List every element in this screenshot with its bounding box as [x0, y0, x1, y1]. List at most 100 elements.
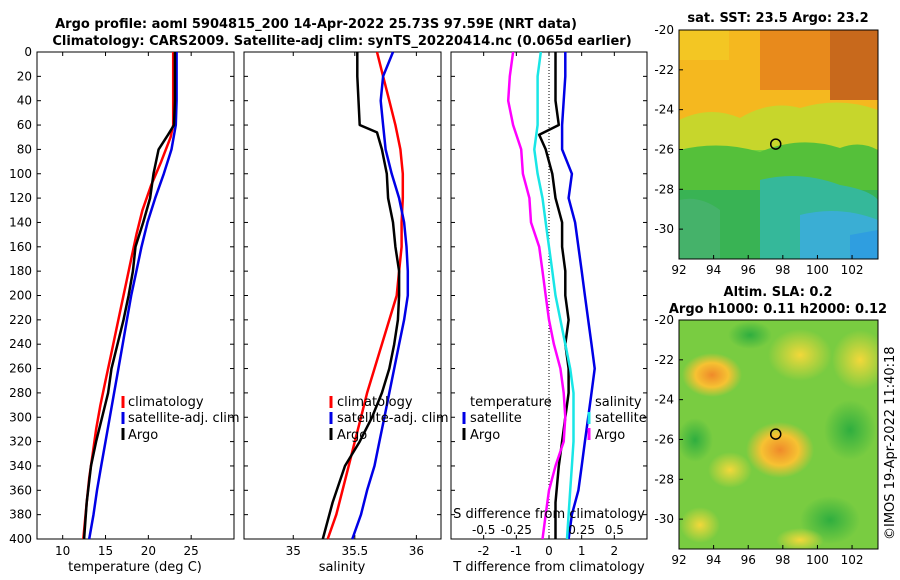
- temperature-satellite-adj-clim-line: [87, 52, 178, 540]
- sla-map-title-1: Altim. SLA: 0.2: [724, 285, 833, 300]
- x-tick-label: -1: [510, 544, 522, 558]
- depth-tick-label: 240: [9, 337, 32, 351]
- depth-tick-label: 320: [9, 435, 32, 449]
- x-tick-label: -2: [478, 544, 490, 558]
- depth-tick-label: 180: [9, 264, 32, 278]
- depth-tick-label: 160: [9, 240, 32, 254]
- temperature-axes-box: [36, 51, 235, 540]
- s-tick-label: 0.25: [568, 523, 595, 537]
- lat-tick-label: -26: [654, 432, 674, 446]
- lat-tick-label: -22: [654, 63, 674, 77]
- sst-map-image: [679, 30, 878, 259]
- lat-tick-label: -26: [654, 142, 674, 156]
- legend-t-satellite: satellite: [470, 411, 522, 426]
- legend-temperature-title: temperature: [470, 395, 552, 410]
- depth-tick-label: 340: [9, 459, 32, 473]
- sla-map-title-2: Argo h1000: 0.11 h2000: 0.12: [669, 302, 887, 317]
- lon-tick-label: 100: [806, 553, 829, 567]
- depth-tick-label: 380: [9, 508, 32, 522]
- difference-s-satellite-line: [533, 51, 575, 540]
- legend-s-satellite: satellite: [595, 411, 647, 426]
- x-tick-label: 2: [611, 544, 619, 558]
- depth-tick-label: 260: [9, 362, 32, 376]
- legend-argo: Argo: [337, 428, 367, 443]
- lat-tick-label: -24: [654, 393, 674, 407]
- sla-map-panel: Altim. SLA: 0.2 Argo h1000: 0.11 h2000: …: [654, 285, 887, 567]
- argo-position-marker: [769, 428, 782, 440]
- temperature-lines: [82, 52, 178, 540]
- salinity-argo-line: [321, 52, 401, 540]
- legend-climatology: climatology: [337, 395, 413, 410]
- legend-climatology: climatology: [128, 395, 204, 410]
- title-line2: Climatology: CARS2009. Satellite-adj cli…: [52, 34, 631, 49]
- difference-panel: -2 -1 0 1 2 -0.5 -0.25 0.25 0.5 S difference fr…: [450, 51, 648, 575]
- lat-tick-label: -22: [654, 353, 674, 367]
- lon-tick-label: 102: [841, 553, 864, 567]
- lat-tick-label: -28: [654, 472, 674, 486]
- lat-tick-label: -30: [654, 222, 674, 236]
- imos-timestamp: ©IMOS 19-Apr-2022 11:40:18: [883, 346, 898, 540]
- depth-axis: 0 20 40 60 80 100 120 140 160 180 200 220 240 260 280 3…: [9, 45, 234, 546]
- sst-map-axes: 92 94 96 98 100 102 -20 -22 -24 -26 -28 -30: [654, 23, 863, 277]
- x-tick-label: 35.5: [341, 544, 368, 558]
- depth-tick-label: 200: [9, 289, 32, 303]
- x-tick-label: 10: [55, 544, 70, 558]
- legend-salinity-title: salinity: [595, 395, 642, 410]
- x-tick-label: 15: [98, 544, 113, 558]
- salinity-x-axis: 35 35.5 36: [286, 52, 424, 558]
- depth-tick-label: 20: [17, 69, 32, 83]
- sst-map-panel: sat. SST: 23.5 Argo: 23.2 92 94 96 98 100 102…: [654, 11, 879, 277]
- s-tick-label: -0.25: [501, 523, 532, 537]
- lon-tick-label: 102: [841, 263, 864, 277]
- salinity-panel: 35 35.5 36 salinity climatology satellite-…: [243, 51, 449, 575]
- lon-tick-label: 100: [806, 263, 829, 277]
- salinity-axes-box: [243, 51, 442, 540]
- depth-tick-label: 280: [9, 386, 32, 400]
- depth-tick-label: 40: [17, 94, 32, 108]
- temperature-panel: 0 20 40 60 80 100 120 140 160 180 200 220 240 260 280 3…: [9, 45, 240, 575]
- legend-s-argo: Argo: [595, 428, 625, 443]
- salinity-depth-ticks: [244, 51, 441, 540]
- legend-satellite: satellite-adj. clim: [128, 411, 240, 426]
- s-tick-label: 0.5: [605, 523, 624, 537]
- legend-t-argo: Argo: [470, 428, 500, 443]
- depth-tick-label: 80: [17, 142, 32, 156]
- salinity-xlabel: salinity: [319, 560, 366, 575]
- lon-tick-label: 92: [671, 263, 686, 277]
- sst-map-title: sat. SST: 23.5 Argo: 23.2: [687, 11, 868, 26]
- depth-tick-label: 300: [9, 410, 32, 424]
- lon-tick-label: 94: [706, 553, 721, 567]
- x-tick-label: 0: [545, 544, 553, 558]
- salinity-legend: climatology satellite-adj. clim Argo: [329, 395, 449, 443]
- lon-tick-label: 92: [671, 553, 686, 567]
- lat-tick-label: -30: [654, 512, 674, 526]
- depth-tick-label: 60: [17, 118, 32, 132]
- lon-tick-label: 94: [706, 263, 721, 277]
- sla-map-image: [679, 320, 878, 549]
- lon-tick-label: 98: [775, 553, 790, 567]
- t-difference-label: T difference from climatology: [452, 560, 645, 575]
- legend-argo: Argo: [128, 428, 158, 443]
- difference-x-axis: -2 -1 0 1 2: [478, 52, 618, 558]
- s-tick-label: -0.5: [472, 523, 495, 537]
- lon-tick-label: 98: [775, 263, 790, 277]
- x-tick-label: 1: [578, 544, 586, 558]
- salinity-satellite-adj-clim-line: [351, 51, 410, 540]
- difference-t-satellite-line: [560, 52, 596, 540]
- temperature-argo-line: [82, 52, 177, 540]
- lat-tick-label: -20: [654, 23, 674, 37]
- x-tick-label: 20: [141, 544, 156, 558]
- depth-tick-label: 100: [9, 167, 32, 181]
- s-difference-label: S difference from climatology: [453, 507, 645, 522]
- difference-s-argo-line: [506, 51, 567, 540]
- depth-tick-label: 140: [9, 215, 32, 229]
- argo-position-marker: [769, 138, 782, 150]
- lat-tick-label: -28: [654, 182, 674, 196]
- difference-depth-ticks: [451, 51, 647, 540]
- salinity-lines: [321, 51, 410, 540]
- temperature-x-axis: 10 15 20 25: [55, 52, 199, 558]
- sst-map-frame: [678, 29, 879, 260]
- temperature-legend: climatology satellite-adj. clim Argo: [121, 395, 240, 443]
- lat-tick-label: -24: [654, 103, 674, 117]
